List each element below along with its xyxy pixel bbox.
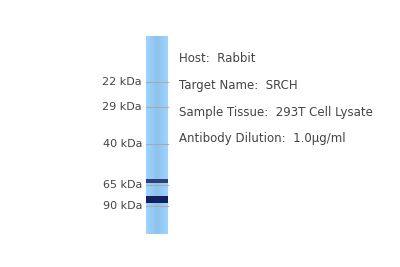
Bar bbox=[164, 36, 165, 234]
Bar bbox=[151, 36, 152, 234]
Bar bbox=[149, 36, 150, 234]
Text: 29 kDa: 29 kDa bbox=[102, 102, 142, 112]
Bar bbox=[158, 36, 159, 234]
Bar bbox=[163, 36, 164, 234]
Bar bbox=[159, 36, 160, 234]
Bar bbox=[148, 36, 149, 234]
Bar bbox=[146, 196, 168, 203]
Bar bbox=[148, 36, 149, 234]
Bar bbox=[155, 36, 156, 234]
Bar bbox=[161, 36, 162, 234]
Bar bbox=[163, 36, 164, 234]
Bar bbox=[157, 36, 158, 234]
Bar bbox=[156, 36, 157, 234]
Bar bbox=[147, 36, 148, 234]
Bar bbox=[152, 36, 153, 234]
Text: Antibody Dilution:  1.0μg/ml: Antibody Dilution: 1.0μg/ml bbox=[179, 132, 345, 146]
Bar bbox=[150, 36, 151, 234]
Text: 22 kDa: 22 kDa bbox=[102, 77, 142, 87]
Text: Target Name:  SRCH: Target Name: SRCH bbox=[179, 79, 297, 92]
Bar bbox=[160, 36, 161, 234]
Text: 90 kDa: 90 kDa bbox=[102, 201, 142, 211]
Bar bbox=[150, 36, 151, 234]
Bar bbox=[146, 36, 147, 234]
Bar bbox=[167, 36, 168, 234]
Bar bbox=[155, 36, 156, 234]
Bar bbox=[162, 36, 163, 234]
Bar bbox=[153, 36, 154, 234]
Bar bbox=[154, 36, 155, 234]
Bar bbox=[167, 36, 168, 234]
Text: Host:  Rabbit: Host: Rabbit bbox=[179, 52, 255, 65]
Bar bbox=[152, 36, 153, 234]
Bar bbox=[151, 36, 152, 234]
Bar bbox=[164, 36, 165, 234]
Bar bbox=[162, 36, 163, 234]
Bar bbox=[160, 36, 161, 234]
Bar bbox=[165, 36, 166, 234]
Text: 65 kDa: 65 kDa bbox=[103, 180, 142, 190]
Bar bbox=[153, 36, 154, 234]
Bar bbox=[165, 36, 166, 234]
Bar bbox=[166, 36, 167, 234]
Bar bbox=[146, 179, 168, 183]
Text: 40 kDa: 40 kDa bbox=[102, 139, 142, 149]
Text: Sample Tissue:  293T Cell Lysate: Sample Tissue: 293T Cell Lysate bbox=[179, 106, 372, 119]
